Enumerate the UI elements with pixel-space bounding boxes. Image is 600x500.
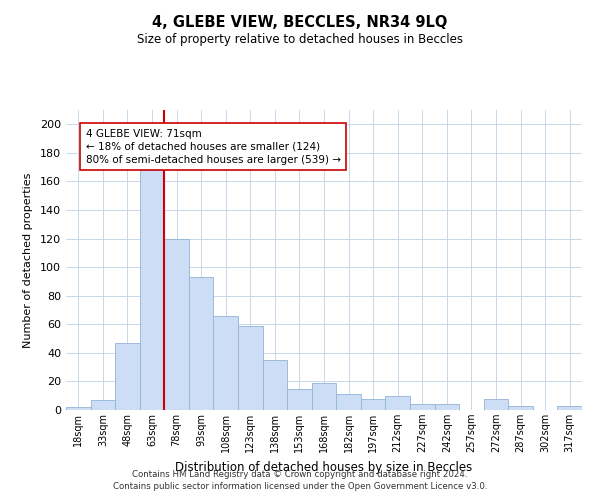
- Bar: [115, 343, 140, 410]
- Bar: [238, 326, 263, 410]
- Bar: [484, 398, 508, 410]
- Bar: [66, 407, 91, 410]
- Text: Contains HM Land Registry data © Crown copyright and database right 2024.: Contains HM Land Registry data © Crown c…: [132, 470, 468, 479]
- Bar: [164, 238, 189, 410]
- Bar: [214, 316, 238, 410]
- Text: Contains public sector information licensed under the Open Government Licence v3: Contains public sector information licen…: [113, 482, 487, 491]
- Bar: [336, 394, 361, 410]
- Bar: [91, 400, 115, 410]
- Bar: [263, 360, 287, 410]
- Bar: [189, 277, 214, 410]
- X-axis label: Distribution of detached houses by size in Beccles: Distribution of detached houses by size …: [175, 460, 473, 473]
- Bar: [312, 383, 336, 410]
- Bar: [140, 170, 164, 410]
- Text: 4, GLEBE VIEW, BECCLES, NR34 9LQ: 4, GLEBE VIEW, BECCLES, NR34 9LQ: [152, 15, 448, 30]
- Text: 4 GLEBE VIEW: 71sqm
← 18% of detached houses are smaller (124)
80% of semi-detac: 4 GLEBE VIEW: 71sqm ← 18% of detached ho…: [86, 128, 341, 165]
- Y-axis label: Number of detached properties: Number of detached properties: [23, 172, 33, 348]
- Bar: [410, 404, 434, 410]
- Bar: [385, 396, 410, 410]
- Bar: [557, 406, 582, 410]
- Bar: [434, 404, 459, 410]
- Bar: [361, 398, 385, 410]
- Bar: [508, 406, 533, 410]
- Text: Size of property relative to detached houses in Beccles: Size of property relative to detached ho…: [137, 32, 463, 46]
- Bar: [287, 388, 312, 410]
